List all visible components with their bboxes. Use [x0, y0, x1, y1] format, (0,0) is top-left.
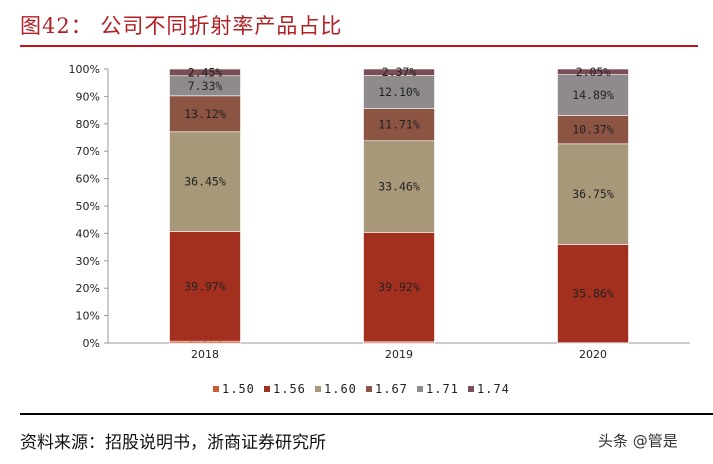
legend-label: 1.50 [222, 382, 255, 396]
legend-label: 1.71 [426, 382, 459, 396]
legend-swatch-1.74 [468, 386, 474, 392]
bar-segment-1.67 [169, 95, 241, 133]
legend-label: 1.60 [324, 382, 357, 396]
source-note: 资料来源：招股说明书，浙商证券研究所 [20, 433, 326, 453]
legend-label: 1.56 [273, 382, 306, 396]
data-label: 7.33% [188, 79, 223, 93]
bar-segment-1.60 [363, 140, 435, 233]
x-tick-label: 2020 [579, 348, 607, 361]
y-tick-label: 80% [76, 118, 100, 131]
bar-segment-1.74 [363, 68, 435, 76]
y-tick-label: 100% [69, 63, 100, 76]
legend-label: 1.74 [477, 382, 510, 396]
data-label: 36.75% [572, 187, 614, 201]
y-tick-label: 50% [76, 200, 100, 213]
bar-segment-1.74 [169, 68, 241, 77]
bar-segment-1.56 [169, 231, 241, 342]
source-rule [20, 413, 713, 415]
data-label: 10.37% [572, 123, 614, 137]
data-label: 14.89% [572, 88, 614, 102]
legend-swatch-1.71 [417, 386, 423, 392]
stacked-bar-chart: 0%10%20%30%40%50%60%70%80%90%100%0.67%39… [69, 63, 690, 396]
bar-segment-1.67 [363, 108, 435, 142]
legend-swatch-1.50 [213, 386, 219, 392]
bar-segment-1.56 [363, 232, 435, 343]
legend-swatch-1.67 [366, 386, 372, 392]
title-rule [20, 45, 698, 47]
data-label: 39.97% [184, 279, 226, 293]
bar-segment-1.56 [557, 244, 629, 344]
data-label: 39.92% [378, 280, 420, 294]
y-tick-label: 70% [76, 145, 100, 158]
y-tick-label: 20% [76, 282, 100, 295]
bar-segment-1.60 [557, 143, 629, 245]
x-tick-label: 2018 [191, 348, 219, 361]
y-tick-label: 30% [76, 255, 100, 268]
bar-segment-1.71 [557, 74, 629, 116]
data-label: 35.86% [572, 287, 614, 301]
y-tick-label: 60% [76, 173, 100, 186]
y-tick-label: 0% [83, 337, 100, 350]
x-tick-label: 2019 [385, 348, 413, 361]
data-label: 2.37% [382, 65, 417, 79]
bar-segment-1.71 [363, 75, 435, 109]
watermark: 头条 @管是 [598, 432, 678, 450]
data-label: 36.45% [184, 175, 226, 189]
figure-title: 图42： 公司不同折射率产品占比 [20, 14, 343, 38]
y-tick-label: 90% [76, 90, 100, 103]
data-label: 12.10% [378, 85, 420, 99]
y-tick-label: 10% [76, 310, 100, 323]
data-label: 33.46% [378, 180, 420, 194]
y-tick-label: 40% [76, 227, 100, 240]
data-label: 13.12% [184, 107, 226, 121]
data-label: 2.05% [576, 65, 611, 79]
data-label: 11.71% [378, 118, 420, 132]
data-label: 2.45% [188, 65, 223, 79]
bar-segment-1.67 [557, 115, 629, 145]
legend-swatch-1.56 [264, 386, 270, 392]
legend-swatch-1.60 [315, 386, 321, 392]
legend-label: 1.67 [375, 382, 408, 396]
bar-segment-1.74 [557, 68, 629, 75]
bar-segment-1.60 [169, 131, 241, 232]
